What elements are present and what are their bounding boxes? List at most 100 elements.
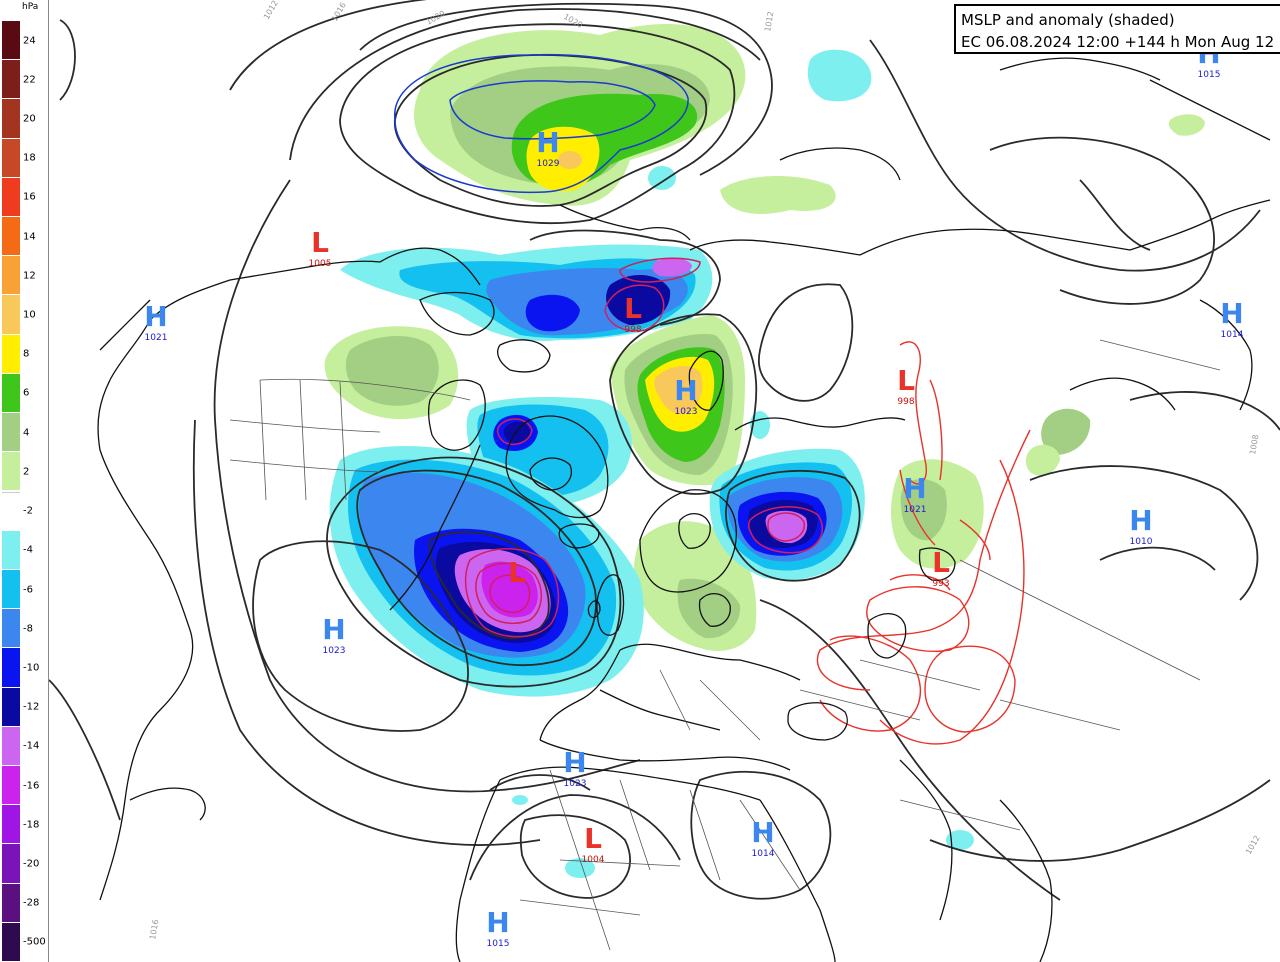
legend-swatch [2,569,20,610]
pressure-value: 998 [897,397,914,407]
title-box: MSLP and anomaly (shaded) EC 06.08.2024 … [954,4,1280,54]
color-legend: hPa 24 22 20 18 16 14 12 10 8 6 4 2 -2 -4 -6 -8 -10 -12 -1… [0,0,49,962]
legend-label: 20 [23,113,36,125]
legend-label: 8 [23,348,30,360]
high-pressure-label: H [486,906,509,939]
isobar-label-2: 1016 [330,1,348,23]
isobar-label-6: 1008 [1248,434,1260,456]
anomaly-positive-north-america-4 [345,335,439,406]
pressure-value: 1023 [675,407,698,417]
title-line-1: MSLP and anomaly (shaded) [961,11,1175,29]
isobar-label-4: 1020 [562,12,584,30]
pressure-centers: H1029H1015L1005H1021L998H1014H1023L998H1… [144,37,1243,949]
legend-swatch [2,805,20,845]
low-pressure-label: L [897,364,915,397]
anomaly-negative-bering [807,49,872,102]
high-pressure-label: H [1220,297,1243,330]
anomaly-negative-russia-14 [765,510,808,544]
anomaly-negative-atlantic-small [512,795,528,805]
legend-label: 24 [23,35,36,47]
low-pressure-label: L [584,822,602,855]
legend-label: 6 [23,387,30,399]
legend-swatch [2,99,20,139]
anomaly-negative-asia-small [946,830,974,850]
anomaly-positive-arctic-10 [558,151,582,169]
legend-swatch [2,138,20,178]
legend-swatch [2,922,20,962]
legend-swatch [2,373,20,414]
legend-swatch [2,648,20,688]
legend-swatch [2,844,20,884]
anomaly-positive-europe-4 [677,578,741,639]
high-pressure-label: H [1129,504,1152,537]
legend-swatch [2,491,20,532]
high-pressure-label: H [144,300,167,333]
anomaly-negative-arctic-canada-14 [652,258,692,277]
pressure-value: 1029 [537,159,560,169]
legend-swatch [2,413,20,453]
pressure-value: 1004 [582,855,605,865]
isobar-label-1: 1012 [262,0,280,21]
anomaly-positive-siberia-north [720,175,836,214]
legend-label: 14 [23,231,36,243]
anomaly-negative-africa [565,858,595,878]
pressure-value: 998 [624,325,641,335]
pressure-value: 1021 [145,333,168,343]
legend-swatch [2,530,20,570]
legend-label: -10 [23,662,40,674]
low-isobars-magenta [464,257,823,638]
legend-label: 18 [23,152,36,164]
legend-label: -16 [23,780,40,792]
legend-swatch [2,883,20,923]
pressure-value: 1014 [1221,330,1244,340]
legend-label: -500 [23,936,46,948]
anomaly-negative-arctic-canada-10 [525,294,580,332]
legend-label: 4 [23,427,30,439]
legend-label: 22 [23,74,36,86]
pressure-value: 1010 [1130,537,1153,547]
legend-swatch [2,687,20,727]
pressure-value: 1015 [487,939,510,949]
pressure-value: 1015 [1198,70,1221,80]
legend-unit: hPa [22,2,39,12]
legend-swatch [2,334,20,374]
legend-swatch [2,609,20,649]
legend-label: -28 [23,897,40,909]
map-area: 1012 1016 1020 1020 1012 1008 1016 1012 … [49,0,1280,962]
anomaly-positive-siberia-east-2 [1025,444,1060,476]
high-isobar-blue [394,53,689,194]
high-pressure-label: H [903,472,926,505]
pressure-value: 1023 [323,646,346,656]
legend-label: -4 [23,544,33,556]
anomaly-positive-barents-10 [654,366,703,415]
low-pressure-label: L [624,292,642,325]
legend-swatch [2,452,20,492]
legend-swatch [2,60,20,100]
pressure-value: 993 [932,579,949,589]
legend-label: 2 [23,466,30,478]
anomaly-positive-siberia-east [1041,408,1091,455]
legend-swatch [2,177,20,218]
pressure-value: 1005 [309,259,332,269]
legend-label: -8 [23,623,33,635]
legend-swatch [2,256,20,296]
low-pressure-label: L [508,556,526,589]
legend-swatch [2,765,20,806]
coastlines [97,57,1271,962]
legend-swatch [2,21,20,61]
anomaly-negative-baffin-12 [503,421,530,444]
isobar-label-8: 1012 [1244,834,1262,856]
isobar-label-7: 1016 [148,919,160,941]
legend-label: 12 [23,270,36,282]
high-pressure-label: H [674,374,697,407]
legend-label: 16 [23,191,36,203]
legend-label: -2 [23,505,33,517]
low-pressure-label: L [311,226,329,259]
legend-label: -12 [23,701,40,713]
anomaly-positive-small-ne [1168,114,1205,136]
legend-label: -18 [23,819,40,831]
title-line-2: EC 06.08.2024 12:00 +144 h Mon Aug 12 12… [961,33,1280,51]
legend-label: -6 [23,584,33,596]
high-pressure-label: H [536,126,559,159]
pressure-value: 1023 [564,779,587,789]
